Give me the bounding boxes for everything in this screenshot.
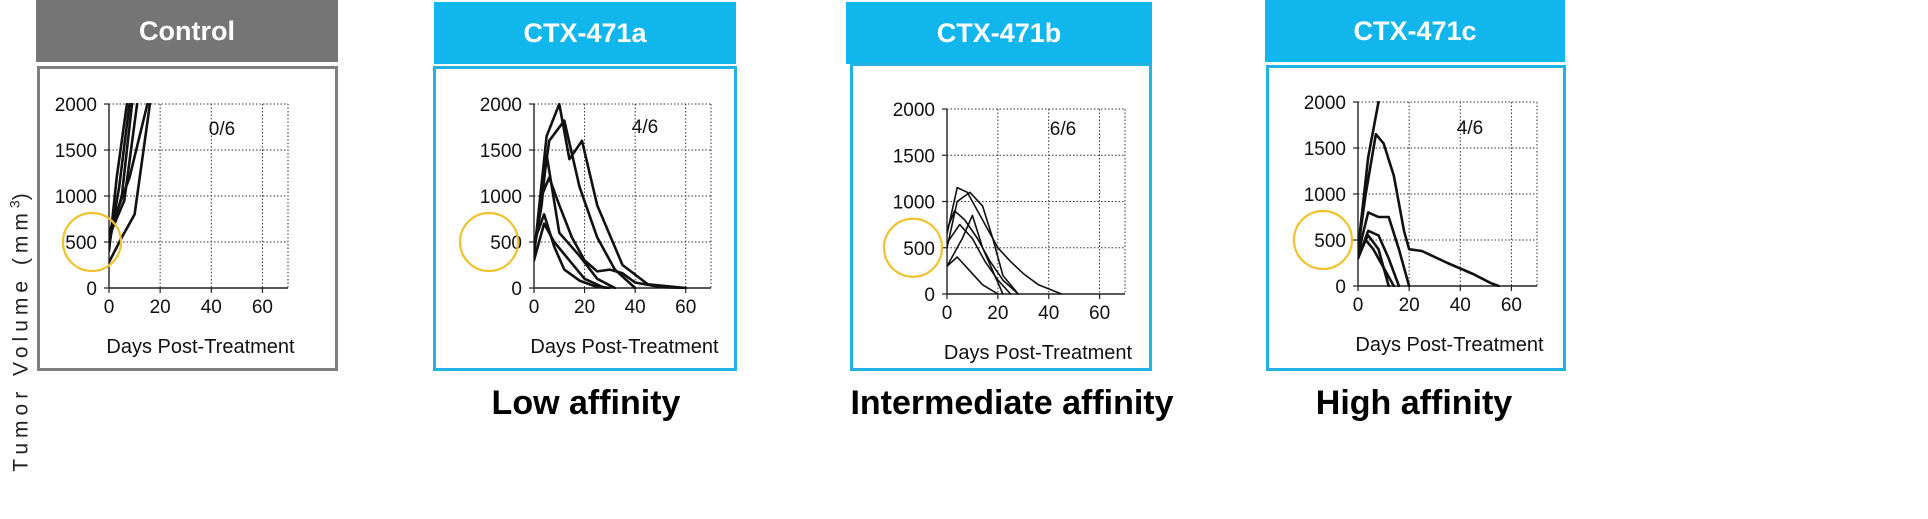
chart-ctx-471b: 0 500 1000 1500 2000 0 20 40 60 Days Post-Treatme… bbox=[882, 100, 1133, 364]
y-tick-label: 1500 bbox=[893, 146, 935, 167]
y-tick-label: 2000 bbox=[55, 95, 97, 116]
chart-control: 0 500 1000 1500 2000 0 20 40 60 Days Post-Treatme… bbox=[55, 95, 295, 358]
banner-control-label: Control bbox=[139, 15, 235, 46]
series-line-2 bbox=[1358, 132, 1500, 287]
caption-high-affinity: High affinity bbox=[1315, 384, 1513, 422]
series-line-2 bbox=[534, 119, 637, 289]
y-tick-label: 500 bbox=[903, 239, 935, 260]
chart-ctx-471c: 0 500 1000 1500 2000 0 20 40 60 Days Post-Treatme… bbox=[1292, 93, 1544, 356]
banner-ctx-471a: CTX-471a bbox=[434, 2, 736, 64]
y-tick-label: 1500 bbox=[480, 141, 522, 162]
x-tick-label: 20 bbox=[1399, 295, 1420, 316]
y-tick-label: 0 bbox=[511, 279, 522, 300]
responders-count: 4/6 bbox=[1457, 118, 1483, 139]
responders-count: 6/6 bbox=[1050, 119, 1076, 140]
highlight-circle bbox=[458, 211, 520, 273]
banner-ctx-471b-label: CTX-471b bbox=[936, 17, 1062, 48]
x-tick-label: 0 bbox=[1353, 295, 1364, 316]
series-group bbox=[109, 103, 152, 264]
x-tick-label: 60 bbox=[252, 297, 273, 318]
x-tick-label: 0 bbox=[104, 297, 115, 318]
y-tick-label: 2000 bbox=[480, 95, 522, 116]
responders-count: 4/6 bbox=[632, 117, 658, 138]
series-line-3 bbox=[534, 176, 688, 289]
y-tick-label: 1000 bbox=[1304, 185, 1346, 206]
panel-frame-control bbox=[37, 66, 338, 371]
chart-ctx-471a: 0 500 1000 1500 2000 0 20 40 60 Days Post-Treatme… bbox=[458, 95, 719, 358]
banner-ctx-471b: CTX-471b bbox=[846, 2, 1152, 64]
y-tick-label: 2000 bbox=[1304, 93, 1346, 114]
x-axis-title: Days Post-Treatment bbox=[1355, 334, 1544, 356]
y-tick-label: 0 bbox=[924, 285, 935, 306]
highlight-circle bbox=[61, 211, 123, 273]
banner-ctx-471c-label: CTX-471c bbox=[1353, 15, 1477, 46]
series-group bbox=[534, 103, 688, 289]
x-tick-label: 20 bbox=[987, 303, 1008, 324]
y-tick-label: 500 bbox=[65, 233, 97, 254]
x-tick-label: 40 bbox=[625, 297, 646, 318]
y-tick-label: 1000 bbox=[55, 187, 97, 208]
x-tick-label: 40 bbox=[1450, 295, 1471, 316]
series-line-5 bbox=[109, 103, 149, 235]
banner-control: Control bbox=[36, 0, 338, 62]
panel-frame-ctx-471a bbox=[433, 66, 737, 371]
x-tick-label: 60 bbox=[675, 297, 696, 318]
x-tick-label: 60 bbox=[1501, 295, 1522, 316]
y-tick-label: 0 bbox=[1335, 277, 1346, 298]
y-tick-label: 1500 bbox=[55, 141, 97, 162]
x-tick-label: 20 bbox=[574, 297, 595, 318]
y-tick-label: 500 bbox=[490, 233, 522, 254]
x-tick-label: 0 bbox=[529, 297, 540, 318]
series-line-1 bbox=[534, 103, 688, 289]
x-tick-label: 40 bbox=[1038, 303, 1059, 324]
series-group bbox=[1358, 101, 1500, 287]
caption-low-affinity: Low affinity bbox=[491, 384, 681, 422]
x-axis-title: Days Post-Treatment bbox=[944, 342, 1133, 364]
series-line-3 bbox=[1358, 211, 1411, 287]
y-tick-label: 0 bbox=[86, 279, 97, 300]
x-tick-label: 20 bbox=[150, 297, 171, 318]
series-line-5 bbox=[534, 222, 607, 289]
series-line-6 bbox=[534, 213, 612, 289]
y-tick-label: 1000 bbox=[893, 193, 935, 214]
y-tick-label: 2000 bbox=[893, 100, 935, 121]
series-line-6 bbox=[109, 103, 152, 264]
x-axis-title: Days Post-Treatment bbox=[106, 336, 295, 358]
y-tick-label: 500 bbox=[1314, 231, 1346, 252]
highlight-circle bbox=[1292, 209, 1354, 271]
series-line-4 bbox=[947, 223, 1012, 295]
banner-ctx-471a-label: CTX-471a bbox=[523, 17, 647, 48]
responders-count: 0/6 bbox=[209, 119, 235, 140]
y-tick-label: 1000 bbox=[480, 187, 522, 208]
x-axis-title: Days Post-Treatment bbox=[530, 336, 719, 358]
series-line-4 bbox=[534, 153, 617, 289]
banner-ctx-471c: CTX-471c bbox=[1265, 0, 1565, 62]
x-tick-label: 0 bbox=[942, 303, 953, 324]
highlight-circle bbox=[882, 217, 944, 278]
x-tick-label: 60 bbox=[1089, 303, 1110, 324]
series-line-3 bbox=[947, 210, 1020, 295]
series-line-2 bbox=[947, 191, 1020, 295]
panel-frame-ctx-471b bbox=[850, 63, 1152, 371]
y-tick-label: 1500 bbox=[1304, 139, 1346, 160]
panel-frame-ctx-471c bbox=[1266, 65, 1566, 371]
series-line-5 bbox=[947, 256, 999, 295]
series-line-6 bbox=[1358, 234, 1390, 287]
x-tick-label: 40 bbox=[201, 297, 222, 318]
series-group bbox=[947, 186, 1063, 295]
caption-intermediate-affinity: Intermediate affinity bbox=[850, 384, 1174, 422]
series-line-6 bbox=[947, 214, 1004, 295]
